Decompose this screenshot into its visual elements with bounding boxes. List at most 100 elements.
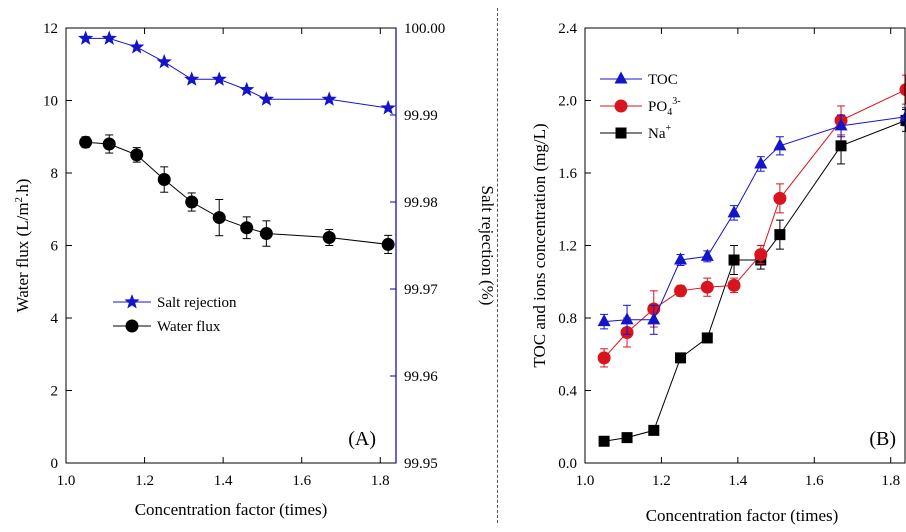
legend-label: Water flux	[157, 319, 221, 335]
data-point	[700, 248, 714, 261]
data-point	[727, 278, 741, 292]
panel-a-y-tick-label: 10	[43, 94, 58, 110]
panel-a-y-tick-label: 6	[51, 239, 59, 255]
panel-a-x-tick-label: 1.2	[135, 473, 154, 489]
legend-label-sup: +	[666, 123, 672, 134]
data-point	[240, 221, 254, 235]
data-point	[239, 81, 255, 97]
panel-a-y-tick-label: 2	[51, 384, 59, 400]
data-point	[773, 138, 787, 151]
panel-a-right-tick-label: 100.00	[404, 21, 445, 37]
legend-label: PO43-	[648, 96, 681, 118]
panel-a-x-axis-label: Concentration factor (times)	[135, 500, 328, 519]
data-point	[157, 173, 171, 187]
panel-a-y-tick-label: 8	[51, 166, 59, 182]
panel-a-y-tick-label: 4	[51, 311, 59, 327]
data-point	[184, 71, 200, 86]
panel-b-x-tick-label: 1.6	[805, 473, 824, 489]
panel-a-legend: Salt rejection Water flux	[113, 294, 237, 335]
data-point	[754, 248, 768, 262]
data-point	[597, 351, 611, 365]
legend-marker	[615, 127, 627, 139]
data-point	[258, 91, 274, 106]
panel-b-y-tick-label: 0.0	[558, 456, 577, 472]
panel-b-x-tick-label: 1.2	[652, 473, 671, 489]
legend-label-base: Na	[648, 126, 666, 142]
panel-a-series	[78, 30, 396, 254]
legend-label: Salt rejection	[157, 295, 237, 311]
data-point	[621, 432, 633, 444]
data-point	[259, 227, 273, 241]
series-line-na	[604, 119, 906, 442]
panel-b-series	[597, 74, 906, 447]
panel-a-right-axis-label: Salt rejection (%)	[478, 186, 497, 306]
panel-b-x-tick-label: 1.4	[728, 473, 747, 489]
data-point	[102, 137, 116, 151]
panel-b-x-tick-label: 1.8	[881, 473, 900, 489]
panel-a-y-tick-label: 12	[43, 21, 58, 37]
data-point	[754, 156, 768, 169]
panel-a-x-tick-label: 1.6	[292, 473, 311, 489]
panel-a-label: (A)	[348, 428, 376, 450]
data-point	[773, 191, 787, 205]
series-line-po	[603, 89, 906, 359]
data-point	[674, 252, 688, 265]
panel-a-y-label-sup: 2	[13, 197, 25, 203]
panel-divider	[497, 8, 498, 523]
data-point	[647, 312, 661, 325]
data-point	[380, 100, 396, 115]
data-point	[701, 332, 713, 344]
series-line-salt-rejection	[85, 37, 389, 109]
data-point	[78, 30, 94, 45]
data-point	[156, 53, 172, 69]
panel-b-ticks: 1.0 1.2 1.4 1.6 1.8 0.0 0.4 0.8 1.2 1.6 2.0 2.4	[558, 21, 900, 489]
data-point	[598, 435, 610, 447]
panel-b-y-tick-label: 2.0	[558, 94, 577, 110]
panel-a-y-label-post: .h)	[13, 179, 32, 197]
data-point	[774, 229, 786, 241]
panel-b-y-axis-label: TOC and ions concentration (mg/L)	[530, 123, 549, 367]
legend-label-base: PO	[648, 99, 667, 115]
data-point	[212, 211, 226, 225]
panel-b-legend: TOC PO43- Na+	[600, 71, 681, 142]
data-point	[700, 280, 714, 294]
panel-b-label: (B)	[869, 428, 896, 450]
panel-b-x-tick-label: 1.0	[576, 473, 595, 489]
data-point	[185, 195, 199, 209]
data-point	[899, 83, 906, 97]
series-line-toc	[604, 116, 906, 323]
data-point	[727, 205, 741, 218]
panel-a-right-tick-label: 99.96	[404, 369, 438, 385]
panel-a: 1.0 1.2 1.4 1.6 1.8 0 2 4 6 8 10 12 99.95 99.96 99.97 9…	[13, 21, 497, 519]
panel-b-x-axis-label: Concentration factor (times)	[646, 506, 839, 525]
panel-a-plot-frame	[65, 27, 397, 464]
legend-label-base: TOC	[648, 72, 678, 88]
panel-a-y-label-pre: Water flux (L/m	[13, 202, 32, 312]
panel-a-x-tick-label: 1.8	[371, 473, 390, 489]
panel-b-y-tick-label: 0.4	[558, 384, 577, 400]
data-point	[728, 254, 740, 266]
data-point	[674, 284, 688, 298]
data-point	[834, 118, 848, 131]
panel-b-y-tick-label: 1.6	[558, 166, 577, 182]
panel-a-right-tick-label: 99.98	[404, 195, 438, 211]
data-point	[597, 314, 611, 327]
legend-label: TOC	[648, 72, 678, 88]
panel-a-right-tick-label: 99.95	[404, 456, 438, 472]
panel-b-y-tick-label: 2.4	[558, 21, 577, 37]
legend-label-sub: 4	[667, 107, 672, 118]
panel-a-x-tick-label: 1.0	[57, 473, 76, 489]
data-point	[835, 140, 847, 152]
data-point	[129, 39, 145, 54]
data-point	[620, 312, 634, 325]
data-point	[79, 135, 93, 149]
panel-b-y-tick-label: 1.2	[558, 239, 577, 255]
panel-b: 1.0 1.2 1.4 1.6 1.8 0.0 0.4 0.8 1.2 1.6 2.0 2.4 (B)…	[530, 21, 906, 525]
legend-marker	[614, 99, 628, 113]
panel-a-right-tick-label: 99.99	[404, 108, 438, 124]
series-line-water-flux	[85, 141, 389, 245]
data-point	[101, 30, 117, 45]
data-point	[675, 352, 687, 364]
panel-a-y-tick-label: 0	[51, 456, 59, 472]
